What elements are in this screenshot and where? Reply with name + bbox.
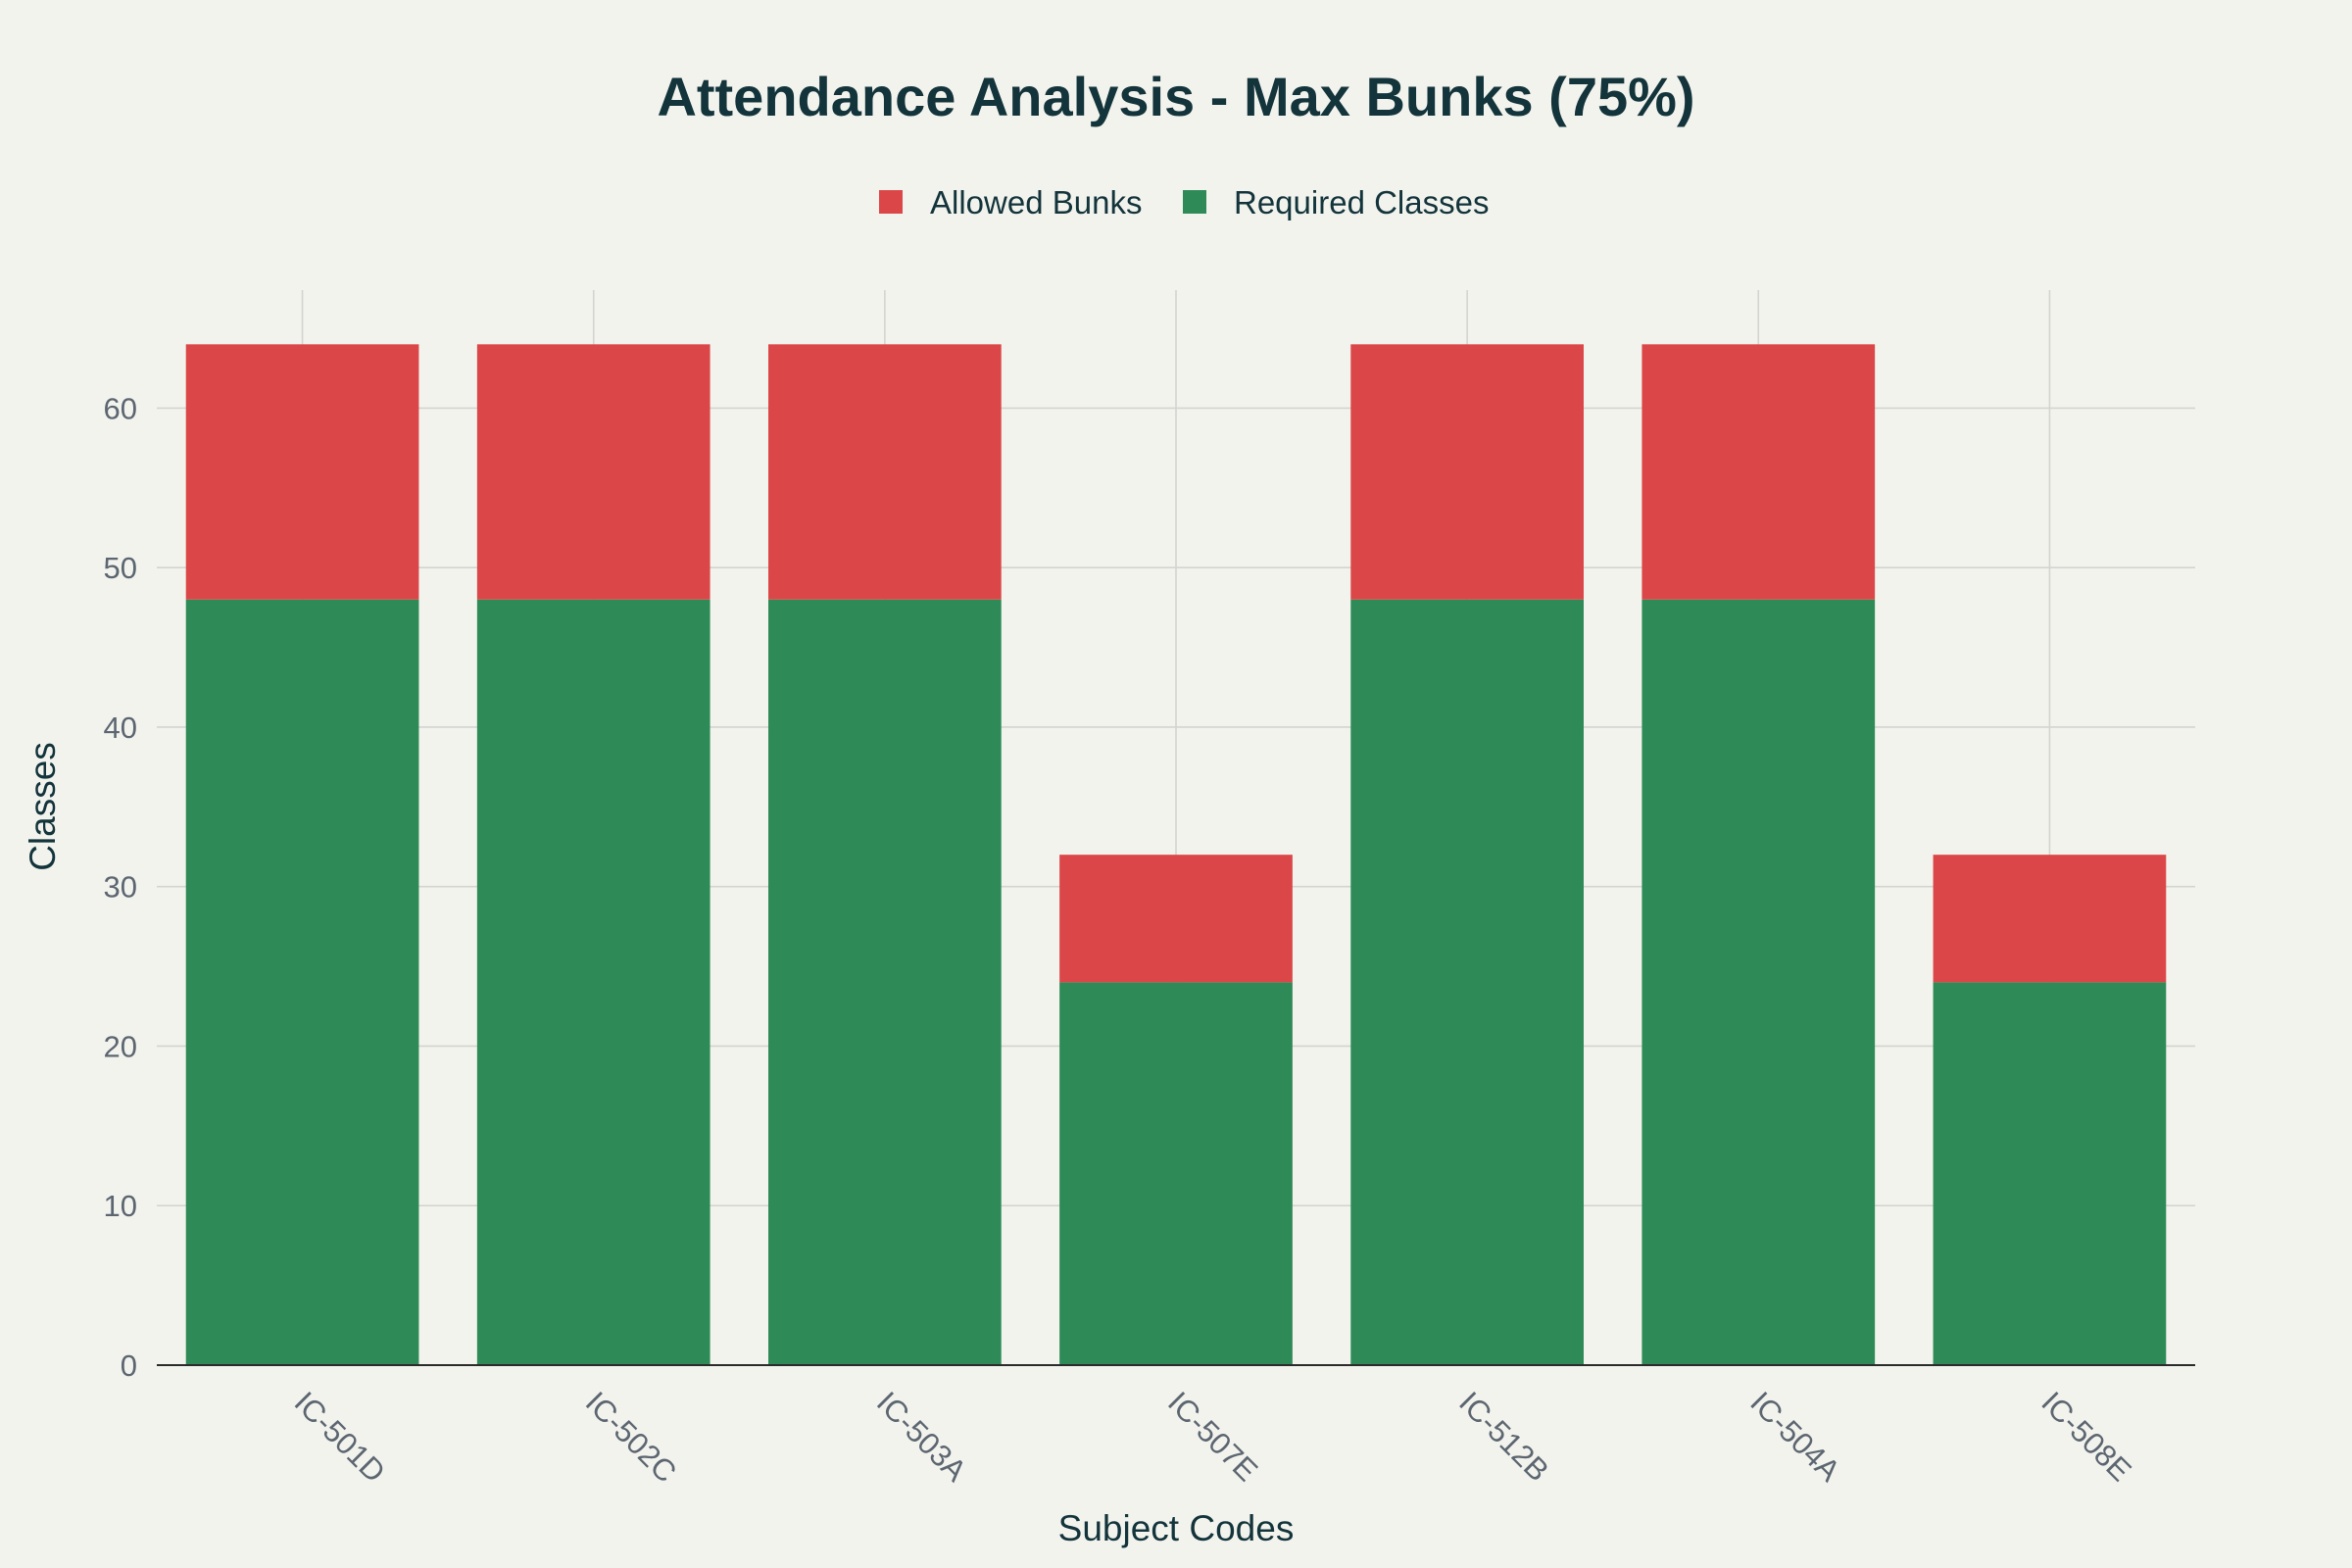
y-tick-label: 20 (104, 1029, 137, 1063)
legend-label: Allowed Bunks (930, 184, 1142, 220)
bar-required-classes-ic-512b (1350, 599, 1584, 1365)
y-tick-label: 40 (104, 710, 137, 745)
legend-item-allowed-bunks: Allowed Bunks (879, 184, 1142, 220)
x-tick-label: IC-503A (870, 1385, 973, 1488)
chart-title: Attendance Analysis - Max Bunks (75%) (657, 66, 1694, 127)
legend-swatch (1183, 190, 1206, 214)
x-tick-label: IC-512B (1452, 1385, 1555, 1488)
bars (185, 344, 2167, 1365)
y-tick-label: 50 (104, 551, 137, 585)
bar-required-classes-ic-508e (1933, 982, 2167, 1365)
bar-allowed-bunks-ic-507e (1059, 855, 1293, 983)
y-axis-title: Classes (23, 742, 63, 871)
bar-required-classes-ic-504a (1642, 599, 1876, 1365)
bar-required-classes-ic-502c (476, 599, 710, 1365)
x-tick-label: IC-502C (579, 1385, 683, 1489)
y-tick-label: 0 (121, 1348, 137, 1383)
bar-allowed-bunks-ic-503a (768, 344, 1002, 600)
bar-allowed-bunks-ic-501d (185, 344, 419, 600)
x-tick-label: IC-508E (2034, 1385, 2137, 1488)
bar-required-classes-ic-503a (768, 599, 1002, 1365)
bar-required-classes-ic-501d (185, 599, 419, 1365)
y-tick-label: 60 (104, 391, 137, 425)
bar-allowed-bunks-ic-512b (1350, 344, 1584, 600)
legend-item-required-classes: Required Classes (1183, 184, 1489, 220)
legend: Allowed Bunks Required Classes (879, 184, 1489, 220)
x-tick-labels: IC-501D IC-502C IC-503A IC-507E IC-512B IC-50… (288, 1385, 2138, 1489)
bar-required-classes-ic-507e (1059, 982, 1293, 1365)
bar-allowed-bunks-ic-502c (476, 344, 710, 600)
x-tick-label: IC-507E (1161, 1385, 1264, 1488)
x-axis-title: Subject Codes (1058, 1508, 1295, 1548)
y-tick-label: 30 (104, 870, 137, 905)
legend-swatch (879, 190, 903, 214)
x-tick-label: IC-504A (1743, 1385, 1846, 1488)
y-tick-labels: 0 10 20 30 40 50 60 (104, 391, 137, 1383)
bar-allowed-bunks-ic-508e (1933, 855, 2167, 983)
legend-label: Required Classes (1234, 184, 1489, 220)
y-tick-label: 10 (104, 1189, 137, 1223)
x-tick-label: IC-501D (288, 1385, 392, 1489)
bar-allowed-bunks-ic-504a (1642, 344, 1876, 600)
